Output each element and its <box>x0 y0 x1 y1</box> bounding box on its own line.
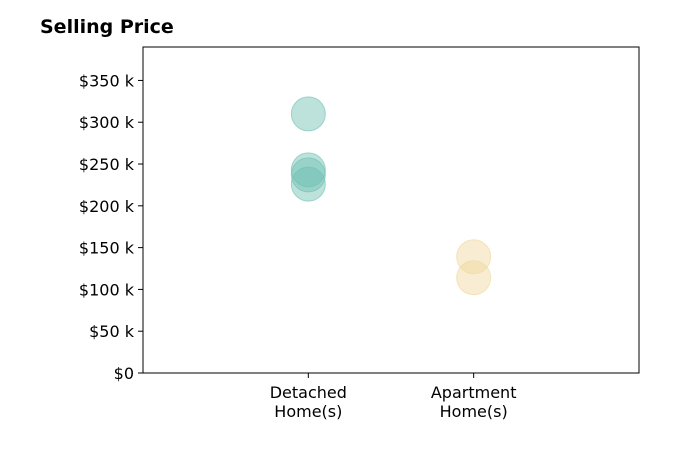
x-tick-label: Apartment Home(s) <box>431 383 517 421</box>
y-tick-label: $0 <box>114 364 134 383</box>
y-tick-label: $100 k <box>79 280 135 299</box>
y-tick-label: $350 k <box>79 71 135 90</box>
y-tick-label: $200 k <box>79 197 135 216</box>
y-tick-label: $300 k <box>79 113 135 132</box>
y-tick-label: $250 k <box>79 155 135 174</box>
y-tick-label: $50 k <box>89 322 135 341</box>
data-point <box>456 239 492 275</box>
data-point <box>290 157 326 193</box>
y-tick-label: $150 k <box>79 239 135 258</box>
chart-title: Selling Price <box>40 16 174 38</box>
data-point <box>456 260 492 296</box>
y-axis: $0 $50 k $100 k $150 k $200 k $250 k $300 k $35… <box>79 71 143 383</box>
x-tick-label: Detached Home(s) <box>270 383 347 421</box>
data-point <box>290 152 326 188</box>
x-axis: Detached Home(s) Apartment Home(s) <box>270 373 517 421</box>
data-point <box>290 166 326 202</box>
data-point <box>290 96 326 132</box>
data-points <box>290 96 492 296</box>
plot-area-frame <box>142 46 640 374</box>
